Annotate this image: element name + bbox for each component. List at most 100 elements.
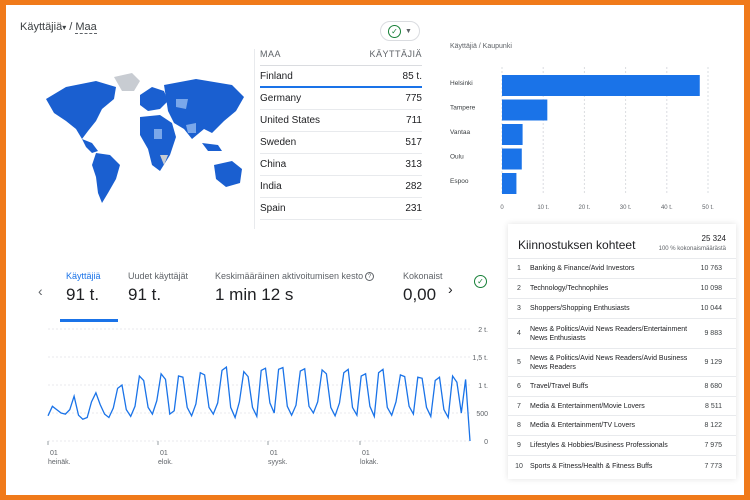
interest-row[interactable]: 4 News & Politics/Avid News Readers/Enter… — [508, 318, 736, 348]
category-label: Oulu — [450, 154, 464, 161]
category-label: Tampere — [450, 105, 476, 112]
report-title[interactable]: Käyttäjiä▾ / Maa — [20, 21, 97, 34]
check-circle-icon[interactable]: ✓ — [474, 275, 487, 288]
country-name: China — [260, 159, 287, 170]
metric-name: Käyttäjiä — [20, 21, 63, 33]
country-row[interactable]: Finland 85 t. — [260, 66, 422, 88]
interest-label: Technology/Technophiles — [530, 285, 609, 292]
city-chart-title: Käyttäjiä / Kaupunki — [450, 43, 512, 50]
kpi-label: Kokonaist — [403, 271, 443, 281]
row-number: 2 — [517, 285, 521, 292]
country-row[interactable]: China 313 — [260, 154, 422, 176]
interest-value: 7 975 — [704, 442, 722, 449]
map-region-light — [154, 129, 162, 139]
country-name: Finland — [260, 71, 293, 82]
map-australia — [214, 161, 242, 187]
map-south-america — [92, 153, 120, 203]
row-number: 9 — [517, 442, 521, 449]
country-row[interactable]: Sweden 517 — [260, 132, 422, 154]
interest-value: 9 129 — [704, 359, 722, 366]
y-tick-label: 1,5 t. — [472, 355, 488, 362]
y-tick-label: 500 — [476, 411, 488, 418]
interest-value: 8 680 — [704, 383, 722, 390]
interest-row[interactable]: 1 Banking & Finance/Avid Investors 10 763 — [508, 258, 736, 278]
kpi-users[interactable]: Käyttäjiä 91 t. — [66, 271, 101, 305]
map-europe — [140, 87, 168, 111]
interest-label: Sports & Fitness/Health & Fitness Buffs — [530, 463, 653, 470]
kpi-label: Käyttäjiä — [66, 271, 101, 281]
kpi-new-users[interactable]: Uudet käyttäjät 91 t. — [128, 271, 188, 305]
category-label: Espoo — [450, 178, 469, 185]
analytics-collage: Käyttäjiä▾ / Maa ✓ ▼ — [10, 9, 736, 495]
country-row[interactable]: Germany 775 — [260, 88, 422, 110]
interest-row[interactable]: 5 News & Politics/Avid News Readers/Avid … — [508, 348, 736, 376]
x-tick-month: heinäk. — [48, 459, 71, 466]
interest-value: 8 122 — [704, 422, 722, 429]
map-greenland — [114, 73, 140, 91]
chevron-right-icon[interactable]: › — [448, 281, 453, 297]
country-row[interactable]: India 282 — [260, 176, 422, 198]
category-label: Helsinki — [450, 80, 473, 87]
interest-value: 10 763 — [700, 265, 722, 272]
country-users: 517 — [405, 137, 422, 148]
interest-row[interactable]: 2 Technology/Technophiles 10 098 — [508, 278, 736, 298]
x-tick-label: 30 t. — [620, 205, 632, 211]
interest-label: Media & Entertainment/Movie Lovers — [530, 402, 645, 410]
interests-subtitle: 100 % kokonaismäärästä — [658, 246, 726, 252]
users-timeseries-chart[interactable]: 2 t. 1,5 t. 1 t. 500 0 01 heinäk. 01 elok. 01 syys… — [40, 319, 500, 495]
interests-title: Kiinnostuksen kohteet — [518, 238, 636, 252]
kpi-total[interactable]: Kokonaist 0,00 — [403, 271, 443, 305]
country-name: Germany — [260, 93, 302, 104]
kpi-value: 91 t. — [66, 285, 100, 304]
world-map[interactable] — [36, 69, 250, 209]
interest-value: 8 511 — [705, 402, 722, 410]
x-tick-month: elok. — [158, 459, 173, 466]
country-row[interactable]: Spain 231 — [260, 198, 422, 220]
kpi-engagement-time[interactable]: Keskimääräinen aktivoitumisen kesto? 1 m… — [215, 271, 375, 305]
status-menu-button[interactable]: ✓ ▼ — [380, 21, 420, 41]
share-bar — [260, 86, 422, 88]
interest-label: Media & Entertainment/TV Lovers — [530, 422, 636, 429]
x-tick-day: 01 — [362, 450, 370, 457]
interest-row[interactable]: 9 Lifestyles & Hobbies/Business Professio… — [508, 435, 736, 455]
row-number: 10 — [515, 463, 523, 470]
column-header-users[interactable]: KÄYTTÄJIÄ — [369, 49, 422, 59]
interest-row[interactable]: 10 Sports & Fitness/Health & Fitness Buff… — [508, 455, 736, 477]
x-tick-label: 40 t. — [661, 205, 673, 211]
interest-label: Lifestyles & Hobbies/Business Profession… — [530, 442, 668, 449]
kpi-label: Keskimääräinen aktivoitumisen kesto? — [215, 271, 375, 282]
dimension-name[interactable]: Maa — [75, 21, 97, 34]
column-header-country[interactable]: MAA — [260, 49, 282, 59]
map-central-america — [82, 139, 98, 153]
interest-row[interactable]: 8 Media & Entertainment/TV Lovers 8 122 — [508, 415, 736, 435]
chevron-down-icon[interactable]: ▾ — [62, 23, 67, 32]
help-icon[interactable]: ? — [365, 272, 375, 282]
row-number: 5 — [517, 359, 521, 366]
y-tick-label: 0 — [484, 439, 488, 446]
city-bar-chart[interactable]: 0 10 t. 20 t. 30 t. 40 t. 50 t. Helsinki Tamper… — [446, 63, 714, 223]
panel-divider — [254, 49, 255, 229]
x-tick-day: 01 — [270, 450, 278, 457]
row-number: 7 — [517, 402, 521, 410]
bar-espoo — [502, 173, 517, 194]
interests-total: 25 324 — [701, 234, 726, 243]
interest-row[interactable]: 7 Media & Entertainment/Movie Lovers 8 511 — [508, 396, 736, 415]
interest-value: 10 098 — [700, 285, 722, 292]
x-tick-day: 01 — [160, 450, 168, 457]
row-number: 1 — [517, 265, 521, 272]
bar-tampere — [502, 99, 548, 121]
interest-value: 7 773 — [704, 463, 722, 470]
country-name: India — [260, 181, 282, 192]
interest-row[interactable]: 3 Shoppers/Shopping Enthusiasts 10 044 — [508, 298, 736, 318]
interest-value: 10 044 — [700, 305, 722, 312]
interest-row[interactable]: 6 Travel/Travel Buffs 8 680 — [508, 376, 736, 396]
y-tick-label: 2 t. — [478, 327, 488, 334]
country-row[interactable]: United States 711 — [260, 110, 422, 132]
row-number: 6 — [517, 383, 521, 390]
interest-label: Banking & Finance/Avid Investors — [530, 265, 635, 272]
title-separator: / — [66, 21, 76, 33]
chevron-down-icon: ▼ — [405, 27, 412, 35]
bar-helsinki — [502, 75, 700, 96]
chevron-left-icon[interactable]: ‹ — [38, 283, 43, 299]
screenshot-canvas: Käyttäjiä▾ / Maa ✓ ▼ — [6, 5, 744, 495]
